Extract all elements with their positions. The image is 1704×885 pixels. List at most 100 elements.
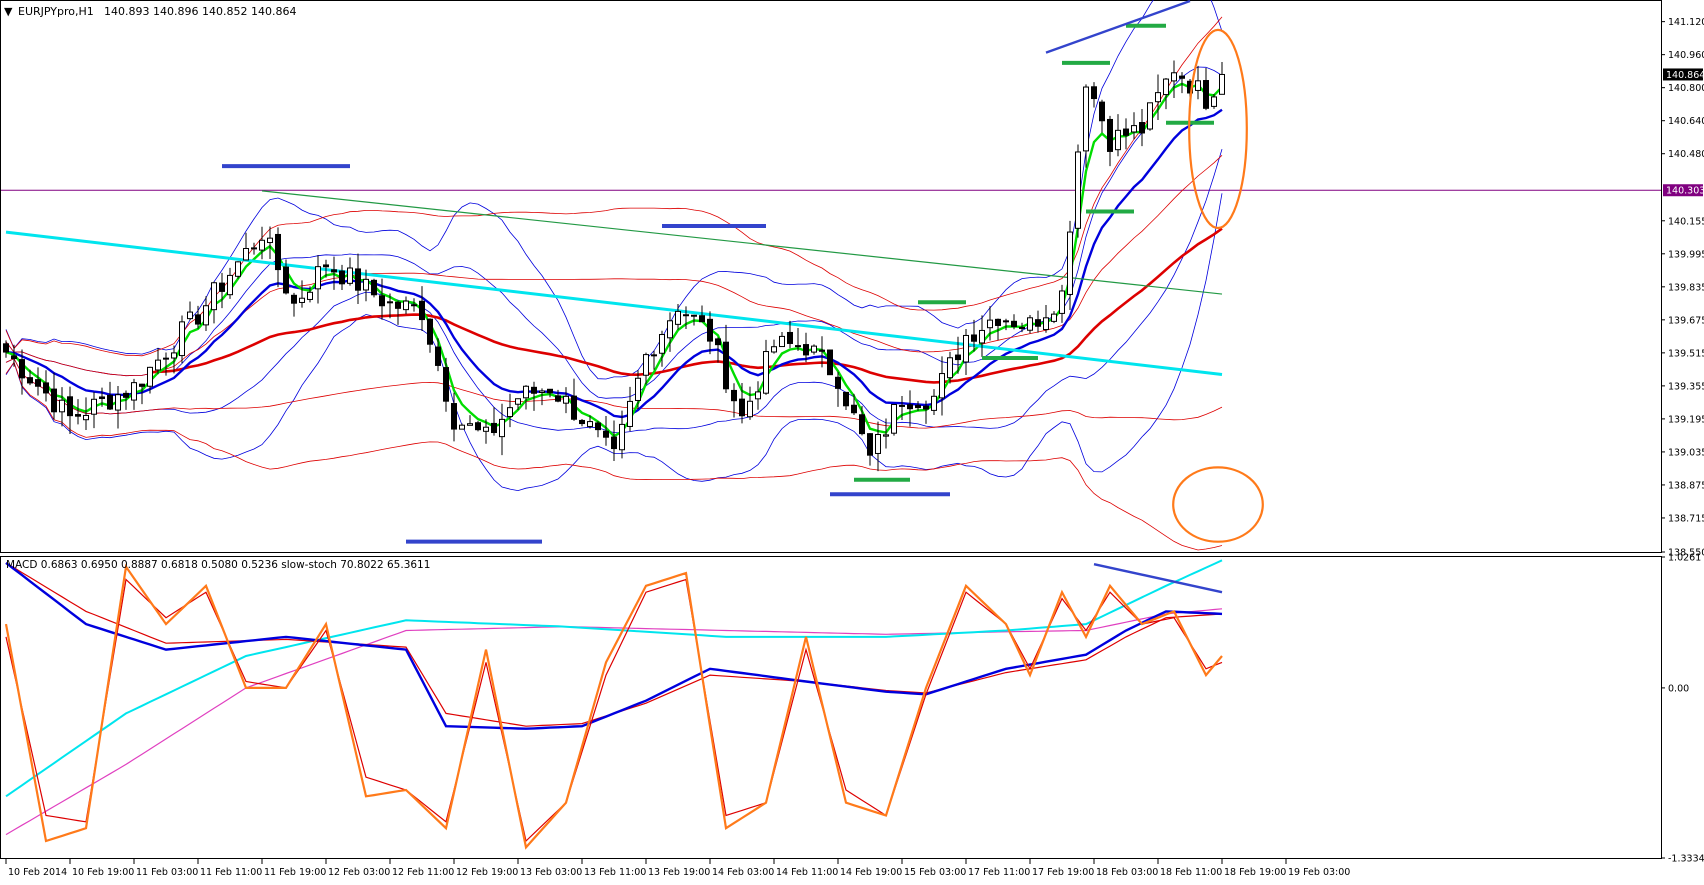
stoch-d-line[interactable] xyxy=(5,578,1223,843)
candle[interactable] xyxy=(947,351,953,384)
candle[interactable] xyxy=(1091,82,1097,108)
candle[interactable] xyxy=(339,264,345,291)
candle[interactable] xyxy=(139,383,145,405)
candle[interactable] xyxy=(723,324,729,394)
candle[interactable] xyxy=(123,390,129,410)
candle[interactable] xyxy=(227,267,233,299)
candle[interactable] xyxy=(259,226,265,260)
candle[interactable] xyxy=(907,390,913,427)
candle[interactable] xyxy=(595,421,601,438)
main-price-plot[interactable] xyxy=(1,0,1661,551)
divergence-line[interactable] xyxy=(1045,0,1191,54)
candle[interactable] xyxy=(179,315,185,364)
candle[interactable] xyxy=(779,331,785,348)
candle[interactable] xyxy=(859,405,865,436)
highlight-ellipse[interactable] xyxy=(1172,466,1264,543)
candle[interactable] xyxy=(1035,310,1041,333)
candle[interactable] xyxy=(875,421,881,472)
candle[interactable] xyxy=(819,336,825,368)
candle[interactable] xyxy=(523,385,529,410)
candle[interactable] xyxy=(939,356,945,416)
candle[interactable] xyxy=(619,410,625,459)
candle[interactable] xyxy=(331,256,337,290)
candle[interactable] xyxy=(243,232,249,261)
candle[interactable] xyxy=(187,301,193,321)
macd-main-line[interactable] xyxy=(5,561,1223,730)
candle[interactable] xyxy=(995,318,1001,341)
candle[interactable] xyxy=(443,357,449,412)
candle[interactable] xyxy=(299,280,305,308)
candle[interactable] xyxy=(283,259,289,295)
candle[interactable] xyxy=(467,415,473,426)
candle[interactable] xyxy=(1139,109,1145,147)
candle[interactable] xyxy=(1195,65,1201,100)
trendline-cyan[interactable] xyxy=(5,230,1223,377)
candle[interactable] xyxy=(587,415,593,429)
candle[interactable] xyxy=(691,314,697,326)
candle[interactable] xyxy=(435,338,441,372)
candle[interactable] xyxy=(19,349,25,395)
candle[interactable] xyxy=(107,381,113,410)
candle[interactable] xyxy=(1059,284,1065,323)
candle[interactable] xyxy=(867,433,873,466)
candle[interactable] xyxy=(771,339,777,354)
candle[interactable] xyxy=(699,305,705,323)
candle[interactable] xyxy=(155,347,161,375)
candle[interactable] xyxy=(1115,114,1121,157)
candle[interactable] xyxy=(891,404,897,436)
candle[interactable] xyxy=(11,344,17,367)
candle[interactable] xyxy=(643,352,649,385)
candle[interactable] xyxy=(35,367,41,396)
candle[interactable] xyxy=(395,300,401,325)
divergence-line[interactable] xyxy=(1093,562,1223,594)
candle[interactable] xyxy=(979,315,985,357)
candle[interactable] xyxy=(651,350,657,370)
candle[interactable] xyxy=(43,370,49,402)
candle[interactable] xyxy=(763,339,769,395)
candle[interactable] xyxy=(1067,220,1073,311)
candle[interactable] xyxy=(203,296,209,332)
candle[interactable] xyxy=(163,352,169,376)
candle[interactable] xyxy=(667,312,673,352)
candle[interactable] xyxy=(1051,311,1057,324)
candle[interactable] xyxy=(611,420,617,462)
candle[interactable] xyxy=(555,389,561,403)
candle[interactable] xyxy=(491,407,497,436)
candle[interactable] xyxy=(1099,99,1105,133)
candle[interactable] xyxy=(219,272,225,309)
candle[interactable] xyxy=(1019,322,1025,333)
candle[interactable] xyxy=(83,397,89,431)
candle[interactable] xyxy=(1155,74,1161,120)
candle[interactable] xyxy=(475,420,481,432)
candle[interactable] xyxy=(91,392,97,429)
candle[interactable] xyxy=(923,400,929,424)
candle[interactable] xyxy=(291,292,297,317)
candle[interactable] xyxy=(899,396,905,421)
candle[interactable] xyxy=(379,278,385,320)
candle[interactable] xyxy=(315,255,321,304)
candle[interactable] xyxy=(627,386,633,432)
candle[interactable] xyxy=(275,227,281,288)
candle[interactable] xyxy=(963,329,969,376)
candle[interactable] xyxy=(1219,62,1225,95)
candle[interactable] xyxy=(955,336,961,374)
candle[interactable] xyxy=(1027,315,1033,334)
candle[interactable] xyxy=(659,330,665,367)
candle[interactable] xyxy=(731,383,737,418)
candle[interactable] xyxy=(355,253,361,304)
candle[interactable] xyxy=(67,386,73,435)
candle[interactable] xyxy=(707,311,713,355)
candle[interactable] xyxy=(1083,84,1089,168)
candle[interactable] xyxy=(411,298,417,312)
candle[interactable] xyxy=(99,387,105,407)
candle[interactable] xyxy=(1123,118,1129,150)
candle[interactable] xyxy=(843,391,849,410)
candle[interactable] xyxy=(211,281,217,324)
candle[interactable] xyxy=(683,306,689,330)
candle[interactable] xyxy=(51,372,57,420)
candle[interactable] xyxy=(451,392,457,442)
candle[interactable] xyxy=(195,305,201,329)
candle[interactable] xyxy=(235,261,241,279)
candle[interactable] xyxy=(851,393,857,415)
candle[interactable] xyxy=(1163,77,1169,110)
